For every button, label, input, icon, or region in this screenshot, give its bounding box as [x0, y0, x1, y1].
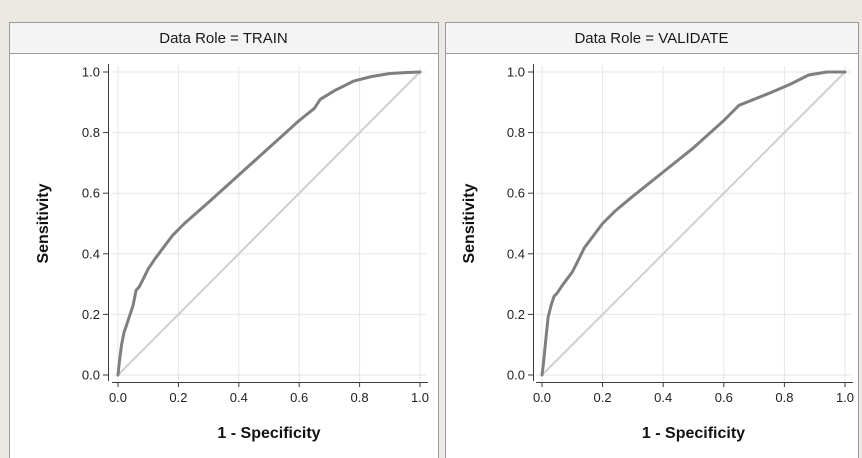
x-tick-label: 0.4	[230, 390, 248, 405]
x-axis-label: 1 - Specificity	[642, 425, 745, 442]
y-tick-label: 0.4	[507, 246, 525, 261]
panel-header	[10, 23, 438, 53]
roc-curve-line	[540, 70, 847, 377]
x-axis-label: 1 - Specificity	[217, 425, 320, 442]
panel-frame	[445, 22, 859, 458]
panel-frame	[9, 22, 439, 458]
x-tick-label: 0.2	[169, 390, 187, 405]
y-tick-label: 0.2	[507, 307, 525, 322]
y-axis-label: Sensitivity	[461, 183, 478, 263]
chart-panel-train: Data Role = TRAIN 0.0 0.2 0.4 0.6 0.8 1.0 0.0 0.…	[9, 22, 439, 458]
panel-header	[446, 23, 858, 53]
diagonal-reference-line	[117, 71, 421, 376]
x-tick-label: 0.0	[533, 390, 551, 405]
chart-panel-validate: Data Role = VALIDATE 0.0 0.2 0.4 0.6 0.8 1.0 0.…	[445, 22, 859, 458]
x-tick-label: 0.8	[351, 390, 369, 405]
x-tick-label: 0.2	[594, 390, 612, 405]
x-tick-label: 0.4	[654, 390, 672, 405]
x-tick-label: 0.6	[290, 390, 308, 405]
x-tick-label: 1.0	[411, 390, 429, 405]
diagonal-reference-line	[541, 71, 846, 376]
y-tick-label: 0.0	[82, 368, 100, 383]
y-tick-label: 1.0	[82, 65, 100, 80]
x-tick-label: 0.0	[109, 390, 127, 405]
y-tick-label: 0.8	[82, 125, 100, 140]
roc-curve-line	[116, 70, 422, 377]
y-tick-label: 0.0	[507, 368, 525, 383]
y-tick-label: 0.6	[507, 186, 525, 201]
y-tick-label: 0.4	[82, 246, 100, 261]
y-tick-label: 1.0	[507, 65, 525, 80]
y-tick-label: 0.8	[507, 125, 525, 140]
y-tick-label: 0.6	[82, 186, 100, 201]
x-tick-label: 1.0	[836, 390, 854, 405]
x-tick-label: 0.8	[775, 390, 793, 405]
y-tick-label: 0.2	[82, 307, 100, 322]
x-tick-label: 0.6	[715, 390, 733, 405]
panel-title: Data Role = VALIDATE	[574, 30, 728, 47]
panel-title: Data Role = TRAIN	[159, 30, 288, 47]
y-axis-label: Sensitivity	[35, 183, 52, 263]
